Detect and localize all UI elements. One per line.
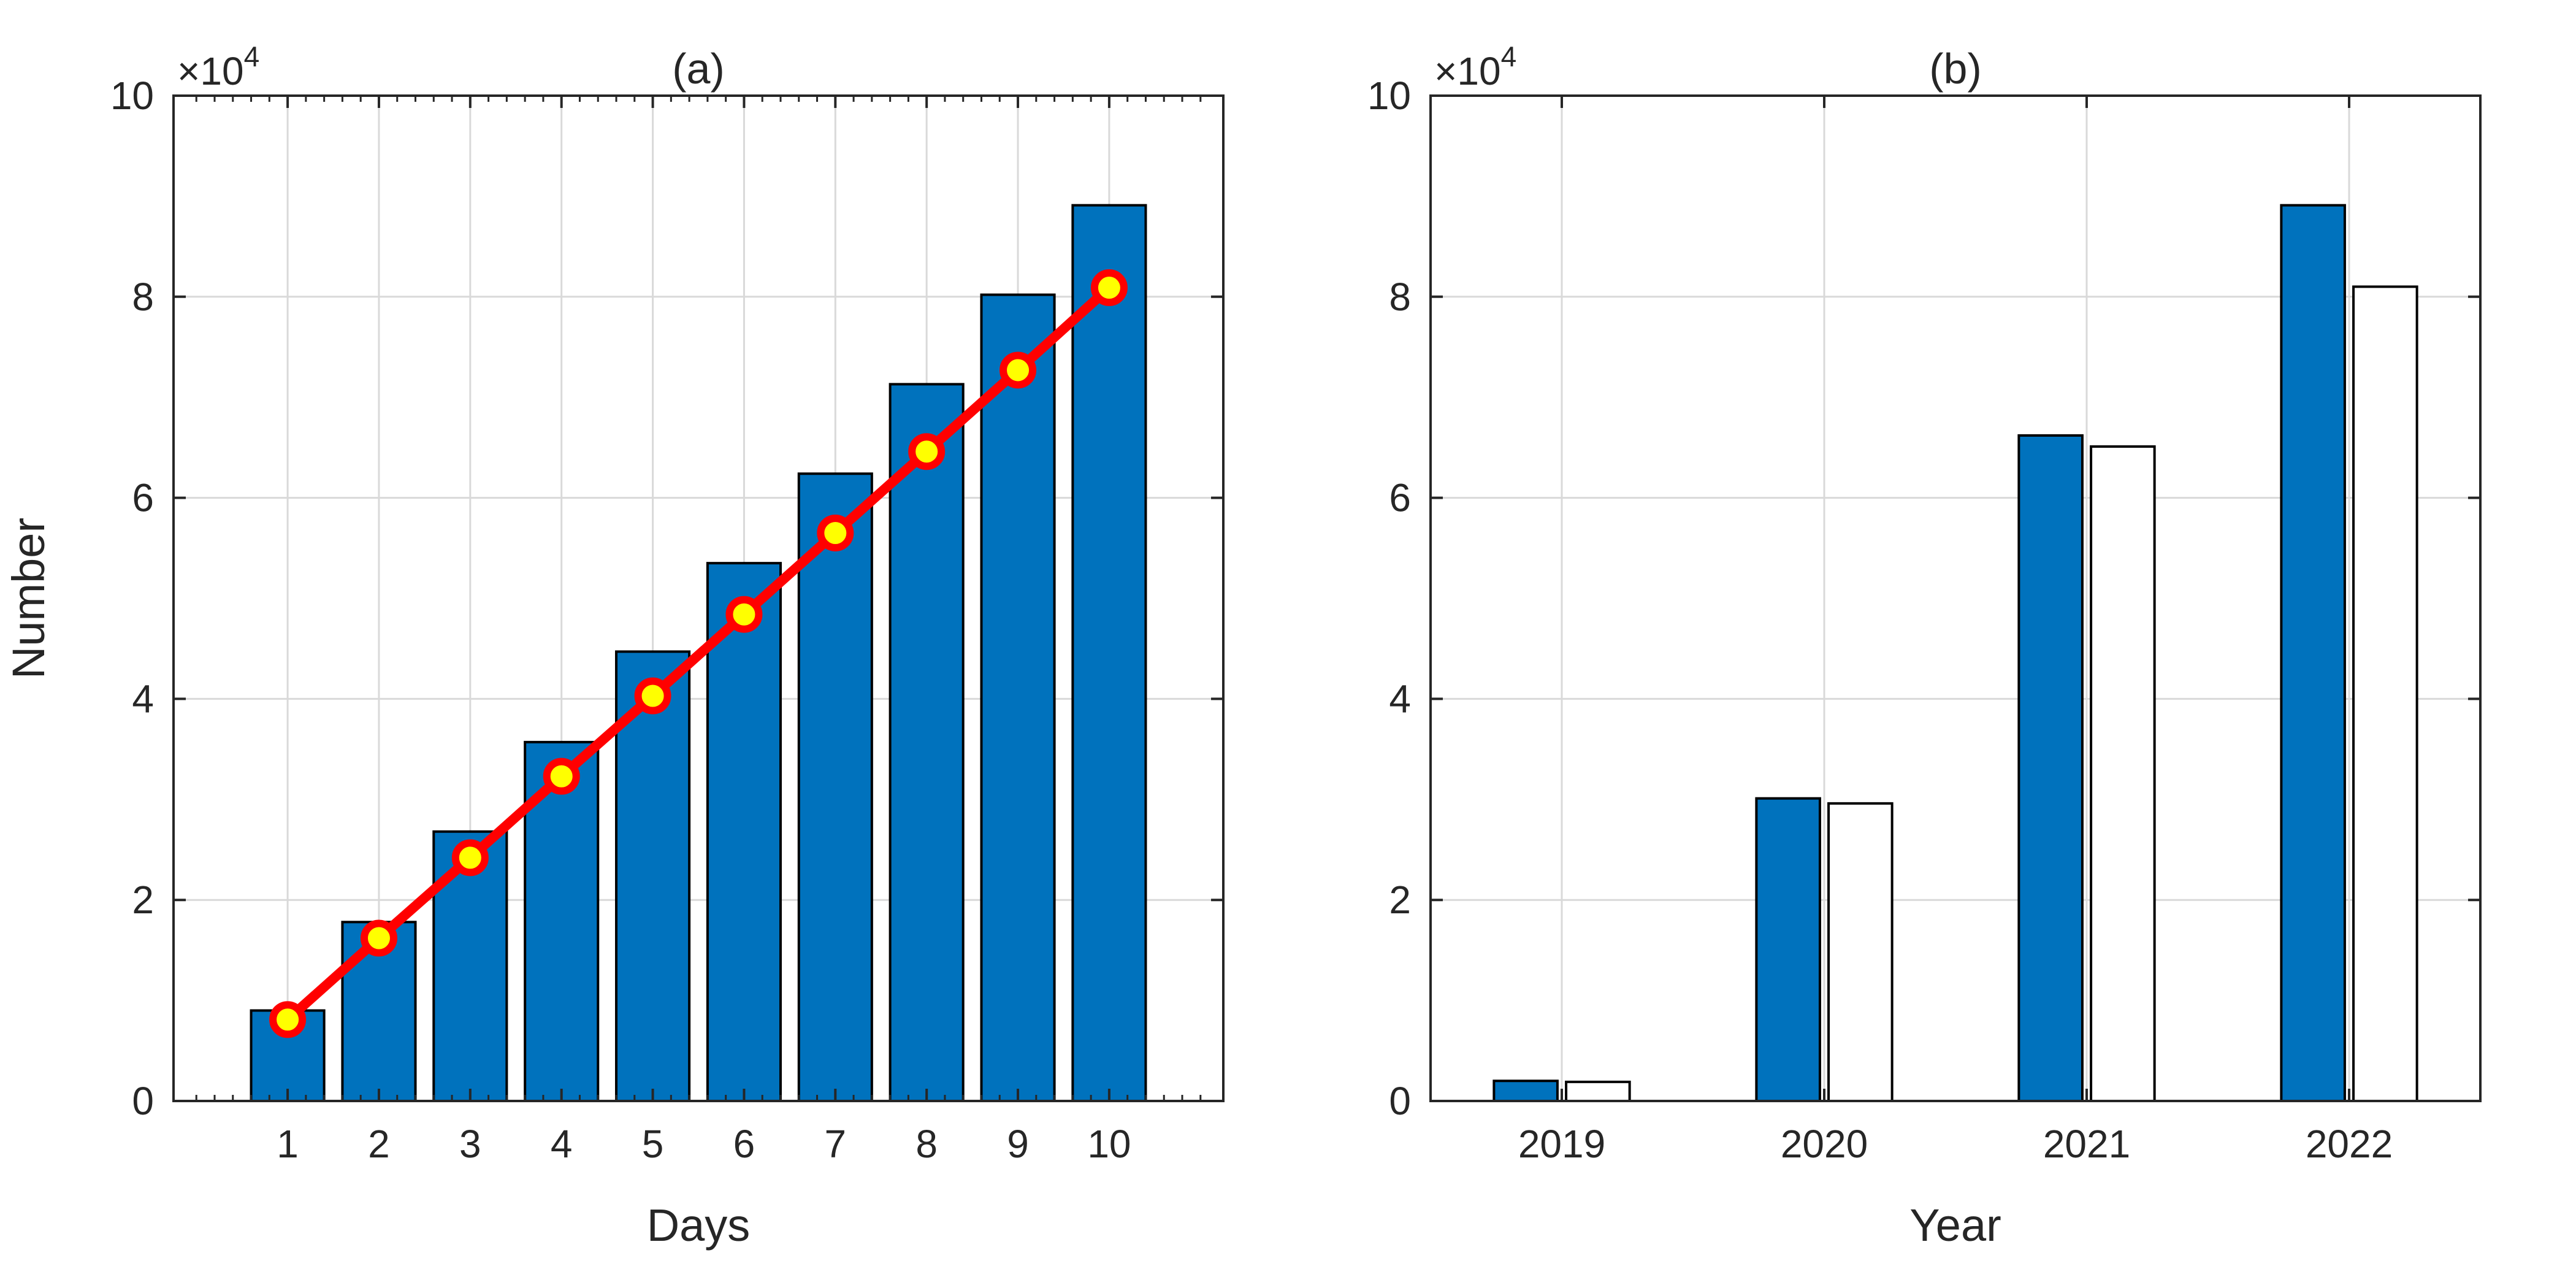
x-tick-label: 4: [551, 1122, 573, 1166]
line-marker: [817, 514, 854, 551]
x-tick-label: 2019: [1518, 1122, 1605, 1166]
bar-series-2: [1827, 802, 1894, 1102]
line-marker: [725, 596, 763, 633]
bar-series-1: [1755, 797, 1821, 1102]
x-tick-label: 6: [733, 1122, 755, 1166]
bar: [1071, 204, 1147, 1102]
x-tick-label: 5: [642, 1122, 664, 1166]
bar-series-2: [2352, 285, 2418, 1102]
y-exponent-base: ×10: [177, 49, 244, 93]
y-exponent-power: 4: [244, 40, 260, 72]
line-marker: [634, 677, 671, 715]
line-marker: [543, 758, 580, 795]
bar: [797, 472, 873, 1102]
bar-series-1: [2017, 434, 2084, 1102]
plot-area: [174, 96, 1223, 1101]
y-tick-label: 6: [1389, 476, 1411, 520]
y-exponent-power: 4: [1501, 40, 1517, 72]
y-exponent-label: ×104: [177, 40, 259, 93]
x-tick-label: 9: [1007, 1122, 1029, 1166]
x-tick-label: 2021: [2043, 1122, 2130, 1166]
x-tick-label: 10: [1087, 1122, 1131, 1166]
bar: [706, 562, 782, 1102]
y-tick-label: 6: [132, 476, 154, 520]
x-tick-label: 7: [825, 1122, 847, 1166]
x-axis-label: Year: [1909, 1200, 2001, 1251]
axes-box: [172, 94, 1225, 1102]
line-marker: [269, 1001, 307, 1038]
y-tick-label: 10: [110, 74, 154, 118]
y-tick-label: 8: [1389, 275, 1411, 319]
bar-series-1: [2280, 204, 2346, 1102]
line-marker: [451, 839, 489, 876]
axes-box: [1429, 94, 2482, 1102]
y-tick-label: 2: [1389, 878, 1411, 922]
line-marker: [999, 351, 1037, 389]
x-axis-label: Days: [647, 1200, 751, 1251]
y-exponent-label: ×104: [1434, 40, 1516, 93]
panel-title: (a): [672, 45, 725, 93]
bar-series-2: [2090, 445, 2156, 1102]
y-exponent-base: ×10: [1434, 49, 1501, 93]
x-tick-label: 2022: [2306, 1122, 2393, 1166]
x-tick-label: 3: [459, 1122, 481, 1166]
y-tick-label: 8: [132, 275, 154, 319]
y-axis-label: Number: [3, 518, 54, 679]
y-tick-label: 4: [132, 677, 154, 721]
line-marker: [908, 433, 946, 470]
bar: [889, 383, 965, 1103]
y-tick-label: 0: [1389, 1079, 1411, 1123]
bar-series-1: [1492, 1080, 1559, 1102]
y-tick-label: 10: [1367, 74, 1411, 118]
panel-title: (b): [1929, 45, 1982, 93]
bar: [615, 650, 691, 1102]
x-tick-label: 1: [277, 1122, 299, 1166]
x-tick-label: 8: [915, 1122, 938, 1166]
line-marker: [360, 919, 397, 957]
series-line: [284, 284, 1113, 1024]
bar: [980, 293, 1056, 1103]
x-tick-label: 2: [368, 1122, 390, 1166]
y-tick-label: 2: [132, 878, 154, 922]
x-tick-label: 2020: [1781, 1122, 1868, 1166]
line-marker: [1090, 269, 1128, 307]
y-tick-label: 4: [1389, 677, 1411, 721]
bar-series-2: [1565, 1080, 1631, 1103]
y-tick-label: 0: [132, 1079, 154, 1123]
